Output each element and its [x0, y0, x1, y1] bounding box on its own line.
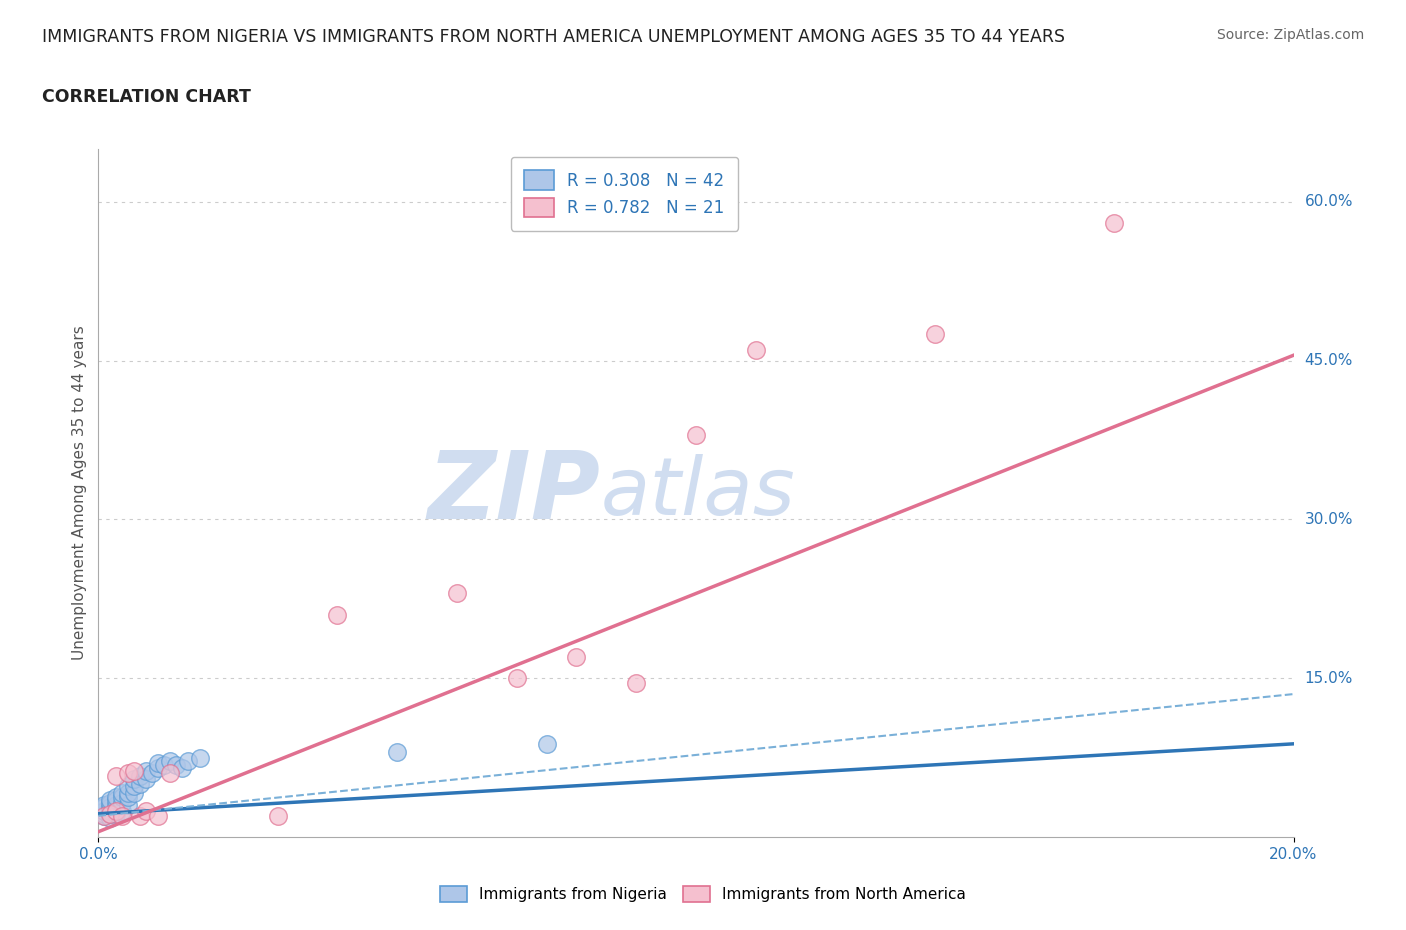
Point	[93, 798, 115, 813]
Point	[129, 768, 152, 783]
Point	[565, 649, 588, 664]
Point	[924, 326, 946, 341]
Point	[93, 804, 115, 818]
Point	[93, 808, 115, 823]
Point	[124, 771, 146, 786]
Point	[111, 796, 134, 811]
Point	[159, 766, 181, 781]
Point	[117, 790, 139, 804]
Point	[506, 671, 529, 685]
Point	[98, 806, 122, 821]
Point	[141, 766, 163, 781]
Point	[153, 758, 176, 773]
Point	[124, 785, 146, 800]
Point	[148, 808, 170, 823]
Point	[105, 806, 128, 821]
Point	[129, 777, 152, 791]
Point	[148, 755, 170, 770]
Point	[188, 751, 211, 765]
Point	[124, 778, 146, 793]
Text: ZIP: ZIP	[427, 447, 600, 538]
Point	[385, 745, 409, 760]
Point	[98, 811, 122, 826]
Point	[1104, 216, 1126, 231]
Legend: Immigrants from Nigeria, Immigrants from North America: Immigrants from Nigeria, Immigrants from…	[433, 880, 973, 909]
Point	[165, 758, 187, 773]
Text: 15.0%: 15.0%	[1305, 671, 1353, 685]
Point	[135, 771, 157, 786]
Legend: R = 0.308   N = 42, R = 0.782   N = 21: R = 0.308 N = 42, R = 0.782 N = 21	[510, 157, 738, 231]
Point	[105, 804, 128, 818]
Point	[124, 764, 146, 778]
Point	[446, 586, 468, 601]
Point	[93, 800, 115, 815]
Point	[117, 798, 139, 813]
Point	[159, 753, 181, 768]
Point	[93, 808, 115, 823]
Point	[105, 790, 128, 804]
Text: Source: ZipAtlas.com: Source: ZipAtlas.com	[1216, 28, 1364, 42]
Point	[98, 806, 122, 821]
Point	[177, 753, 200, 768]
Point	[172, 761, 194, 776]
Point	[129, 808, 152, 823]
Text: atlas: atlas	[600, 454, 796, 532]
Text: 60.0%: 60.0%	[1305, 194, 1353, 209]
Point	[117, 766, 139, 781]
Point	[111, 785, 134, 800]
Point	[536, 737, 558, 751]
Text: 45.0%: 45.0%	[1305, 353, 1353, 368]
Point	[117, 778, 139, 793]
Text: 30.0%: 30.0%	[1305, 512, 1353, 527]
Text: IMMIGRANTS FROM NIGERIA VS IMMIGRANTS FROM NORTH AMERICA UNEMPLOYMENT AMONG AGES: IMMIGRANTS FROM NIGERIA VS IMMIGRANTS FR…	[42, 28, 1066, 46]
Point	[267, 808, 290, 823]
Point	[135, 764, 157, 778]
Point	[105, 792, 128, 807]
Point	[98, 796, 122, 811]
Y-axis label: Unemployment Among Ages 35 to 44 years: Unemployment Among Ages 35 to 44 years	[72, 326, 87, 660]
Point	[93, 806, 115, 821]
Point	[111, 804, 134, 818]
Point	[98, 792, 122, 807]
Point	[111, 790, 134, 804]
Point	[685, 427, 707, 442]
Point	[105, 768, 128, 783]
Point	[105, 804, 128, 818]
Point	[117, 785, 139, 800]
Point	[98, 800, 122, 815]
Point	[105, 798, 128, 813]
Point	[98, 804, 122, 818]
Text: CORRELATION CHART: CORRELATION CHART	[42, 88, 252, 106]
Point	[148, 761, 170, 776]
Point	[326, 607, 349, 622]
Point	[626, 676, 648, 691]
Point	[111, 808, 134, 823]
Point	[135, 804, 157, 818]
Point	[745, 342, 768, 357]
